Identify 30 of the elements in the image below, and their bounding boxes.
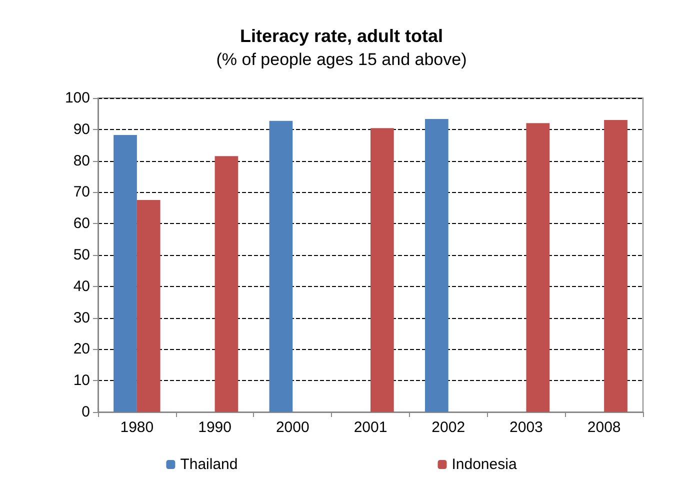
legend-label: Thailand <box>180 456 238 473</box>
y-tick-label: 80 <box>73 152 90 170</box>
chart-subtitle: (% of people ages 15 and above) <box>216 50 467 69</box>
y-tick-label: 60 <box>73 215 90 232</box>
bar <box>370 128 394 412</box>
x-tick-label: 2002 <box>432 419 466 436</box>
y-tick-label: 10 <box>73 372 90 390</box>
bar <box>425 119 448 412</box>
chart-title: Literacy rate, adult total <box>240 26 444 46</box>
x-tick-label: 1980 <box>120 419 154 436</box>
y-tick-label: 90 <box>73 120 90 138</box>
bar <box>136 200 160 412</box>
y-tick-label: 100 <box>64 90 90 106</box>
bar <box>604 120 628 412</box>
bar <box>114 135 137 412</box>
x-tick-label: 2001 <box>354 419 388 436</box>
bar <box>526 123 550 412</box>
y-tick-label: 40 <box>73 278 90 295</box>
y-tick-label: 0 <box>82 404 90 420</box>
legend-label: Indonesia <box>452 456 518 473</box>
y-tick-label: 50 <box>73 246 90 264</box>
x-tick-label: 2003 <box>510 419 543 436</box>
y-tick-label: 70 <box>73 184 90 201</box>
x-tick-label: 1990 <box>198 419 232 436</box>
y-tick-label: 20 <box>73 340 90 358</box>
x-tick-label: 2000 <box>276 419 310 436</box>
bar <box>269 120 293 412</box>
x-tick-label: 2008 <box>587 419 621 436</box>
bar <box>214 156 238 412</box>
y-tick-label: 30 <box>73 309 90 326</box>
